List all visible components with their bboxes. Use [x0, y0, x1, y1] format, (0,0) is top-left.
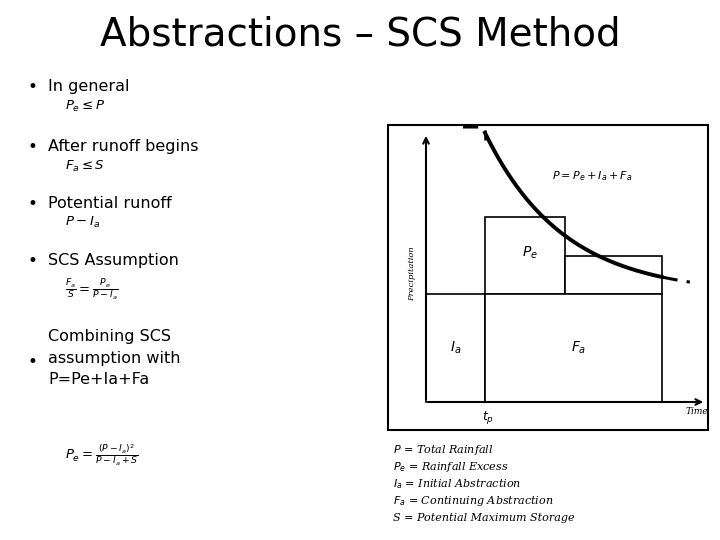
Text: •: •: [28, 252, 38, 270]
Text: •: •: [28, 138, 38, 156]
Text: $F_a$ = Continuing Abstraction: $F_a$ = Continuing Abstraction: [393, 494, 554, 508]
Text: •: •: [28, 195, 38, 213]
Text: $P_e$: $P_e$: [522, 244, 538, 261]
Text: Potential runoff: Potential runoff: [48, 197, 171, 212]
Text: $P_e \leq P$: $P_e \leq P$: [65, 98, 105, 113]
Bar: [485, 294, 662, 402]
Text: After runoff begins: After runoff begins: [48, 139, 199, 154]
Text: $I_a$ = Initial Abstraction: $I_a$ = Initial Abstraction: [393, 477, 521, 491]
Text: Abstractions – SCS Method: Abstractions – SCS Method: [99, 16, 621, 54]
Text: S = Potential Maximum Storage: S = Potential Maximum Storage: [393, 513, 575, 523]
Text: $P - I_a$: $P - I_a$: [65, 214, 100, 230]
Text: Time: Time: [685, 408, 708, 416]
Text: $\frac{F_a}{S} = \frac{P_e}{P - I_a}$: $\frac{F_a}{S} = \frac{P_e}{P - I_a}$: [65, 278, 118, 302]
Text: $F_a \leq S$: $F_a \leq S$: [65, 158, 105, 173]
Text: SCS Assumption: SCS Assumption: [48, 253, 179, 268]
Bar: [485, 217, 565, 294]
Text: Combining SCS
assumption with
P=Pe+Ia+Fa: Combining SCS assumption with P=Pe+Ia+Fa: [48, 329, 181, 387]
Text: $P_e = \frac{(P - I_a)^2}{P - I_a + S}$: $P_e = \frac{(P - I_a)^2}{P - I_a + S}$: [65, 442, 138, 468]
Text: •: •: [28, 353, 38, 371]
Text: In general: In general: [48, 79, 130, 94]
Bar: [388, 125, 708, 430]
Text: $t_p$: $t_p$: [482, 409, 494, 427]
Text: $P$ = Total Rainfall: $P$ = Total Rainfall: [393, 443, 494, 457]
Text: $I_a$: $I_a$: [450, 340, 462, 356]
Bar: [565, 255, 662, 294]
Text: Precipitation: Precipitation: [408, 246, 416, 301]
Text: $P = P_e + I_a + F_a$: $P = P_e + I_a + F_a$: [552, 169, 632, 183]
Text: •: •: [28, 78, 38, 96]
Bar: [426, 294, 485, 402]
Text: $F_a$: $F_a$: [571, 340, 586, 356]
Text: $P_e$ = Rainfall Excess: $P_e$ = Rainfall Excess: [393, 460, 508, 474]
